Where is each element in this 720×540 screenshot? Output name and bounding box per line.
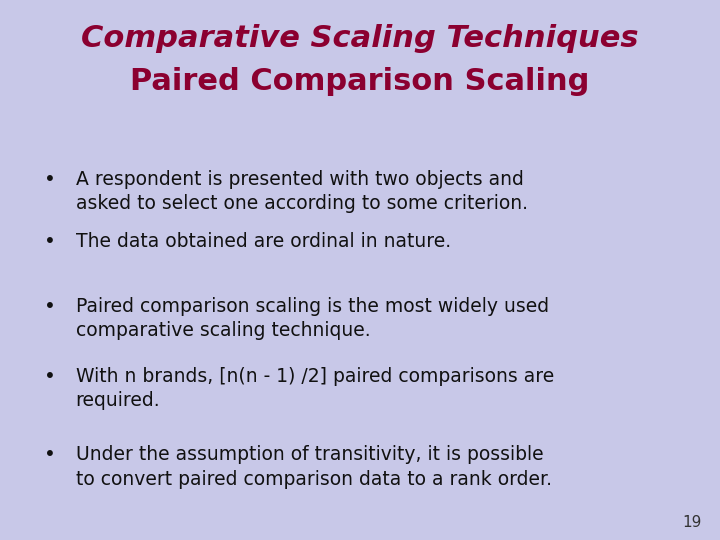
Text: •: • [45, 170, 56, 189]
Text: Paired Comparison Scaling: Paired Comparison Scaling [130, 68, 590, 97]
Text: Paired comparison scaling is the most widely used
comparative scaling technique.: Paired comparison scaling is the most wi… [76, 297, 549, 340]
Text: Under the assumption of transitivity, it is possible
to convert paired compariso: Under the assumption of transitivity, it… [76, 446, 552, 489]
Text: The data obtained are ordinal in nature.: The data obtained are ordinal in nature. [76, 232, 451, 251]
Text: With n brands, [n(n - 1) /2] paired comparisons are
required.: With n brands, [n(n - 1) /2] paired comp… [76, 367, 554, 410]
Text: A respondent is presented with two objects and
asked to select one according to : A respondent is presented with two objec… [76, 170, 528, 213]
Text: 19: 19 [683, 515, 702, 530]
Text: •: • [45, 297, 56, 316]
Text: •: • [45, 367, 56, 386]
Text: •: • [45, 232, 56, 251]
Text: Comparative Scaling Techniques: Comparative Scaling Techniques [81, 24, 639, 53]
Text: •: • [45, 446, 56, 464]
